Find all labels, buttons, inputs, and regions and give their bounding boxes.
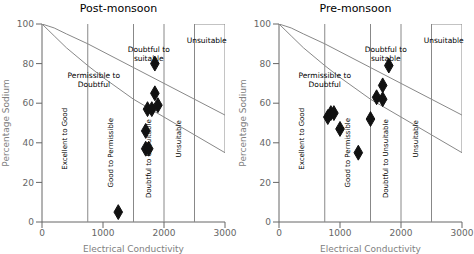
svg-text:0: 0	[28, 217, 34, 227]
svg-text:1000: 1000	[92, 228, 115, 238]
svg-text:1000: 1000	[329, 228, 352, 238]
svg-text:Unsuitable: Unsuitable	[424, 35, 464, 44]
svg-text:40: 40	[260, 138, 272, 148]
svg-text:0: 0	[265, 217, 271, 227]
svg-text:Doubtful tosuitable: Doubtful tosuitable	[128, 45, 171, 63]
svg-text:Unsuitable: Unsuitable	[175, 120, 183, 157]
svg-text:Percentage Sodium: Percentage Sodium	[238, 79, 248, 166]
svg-text:Percentage Sodium: Percentage Sodium	[8, 79, 11, 166]
svg-text:Unsuitable: Unsuitable	[187, 35, 227, 44]
svg-text:20: 20	[260, 178, 272, 188]
svg-text:Permissible toDoubtful: Permissible toDoubtful	[68, 71, 121, 89]
svg-text:100: 100	[17, 19, 34, 29]
svg-text:Electrical Conductivity: Electrical Conductivity	[83, 244, 184, 254]
svg-text:Good to Permissible: Good to Permissible	[107, 118, 115, 188]
svg-text:60: 60	[260, 98, 272, 108]
svg-text:Permissible toDoubtful: Permissible toDoubtful	[299, 71, 352, 89]
svg-text:Doubtful to Unsuitable: Doubtful to Unsuitable	[382, 119, 390, 198]
svg-text:2000: 2000	[153, 228, 176, 238]
svg-text:0: 0	[39, 228, 45, 238]
svg-text:80: 80	[23, 59, 35, 69]
svg-text:60: 60	[23, 98, 35, 108]
svg-text:0: 0	[276, 228, 282, 238]
svg-text:Good to Permissible: Good to Permissible	[344, 118, 352, 188]
svg-text:Unsuitable: Unsuitable	[412, 120, 420, 157]
svg-text:Excellent to Good: Excellent to Good	[298, 108, 306, 170]
svg-text:80: 80	[260, 59, 272, 69]
svg-text:Excellent to Good: Excellent to Good	[61, 108, 69, 170]
svg-text:Doubtful tosuitable: Doubtful tosuitable	[365, 45, 408, 63]
html-text:Post-monsoon: Post-monsoon	[79, 2, 158, 15]
svg-text:3000: 3000	[451, 228, 466, 238]
svg-text:2000: 2000	[390, 228, 413, 238]
svg-text:Doubtful to Unsuitable: Doubtful to Unsuitable	[144, 119, 153, 199]
svg-text:3000: 3000	[214, 228, 237, 238]
svg-text:20: 20	[23, 178, 35, 188]
html-text:Pre-monsoon: Pre-monsoon	[319, 2, 392, 15]
svg-text:40: 40	[23, 138, 35, 148]
svg-text:100: 100	[254, 19, 271, 29]
svg-text:Electrical Conductivity: Electrical Conductivity	[320, 244, 421, 254]
